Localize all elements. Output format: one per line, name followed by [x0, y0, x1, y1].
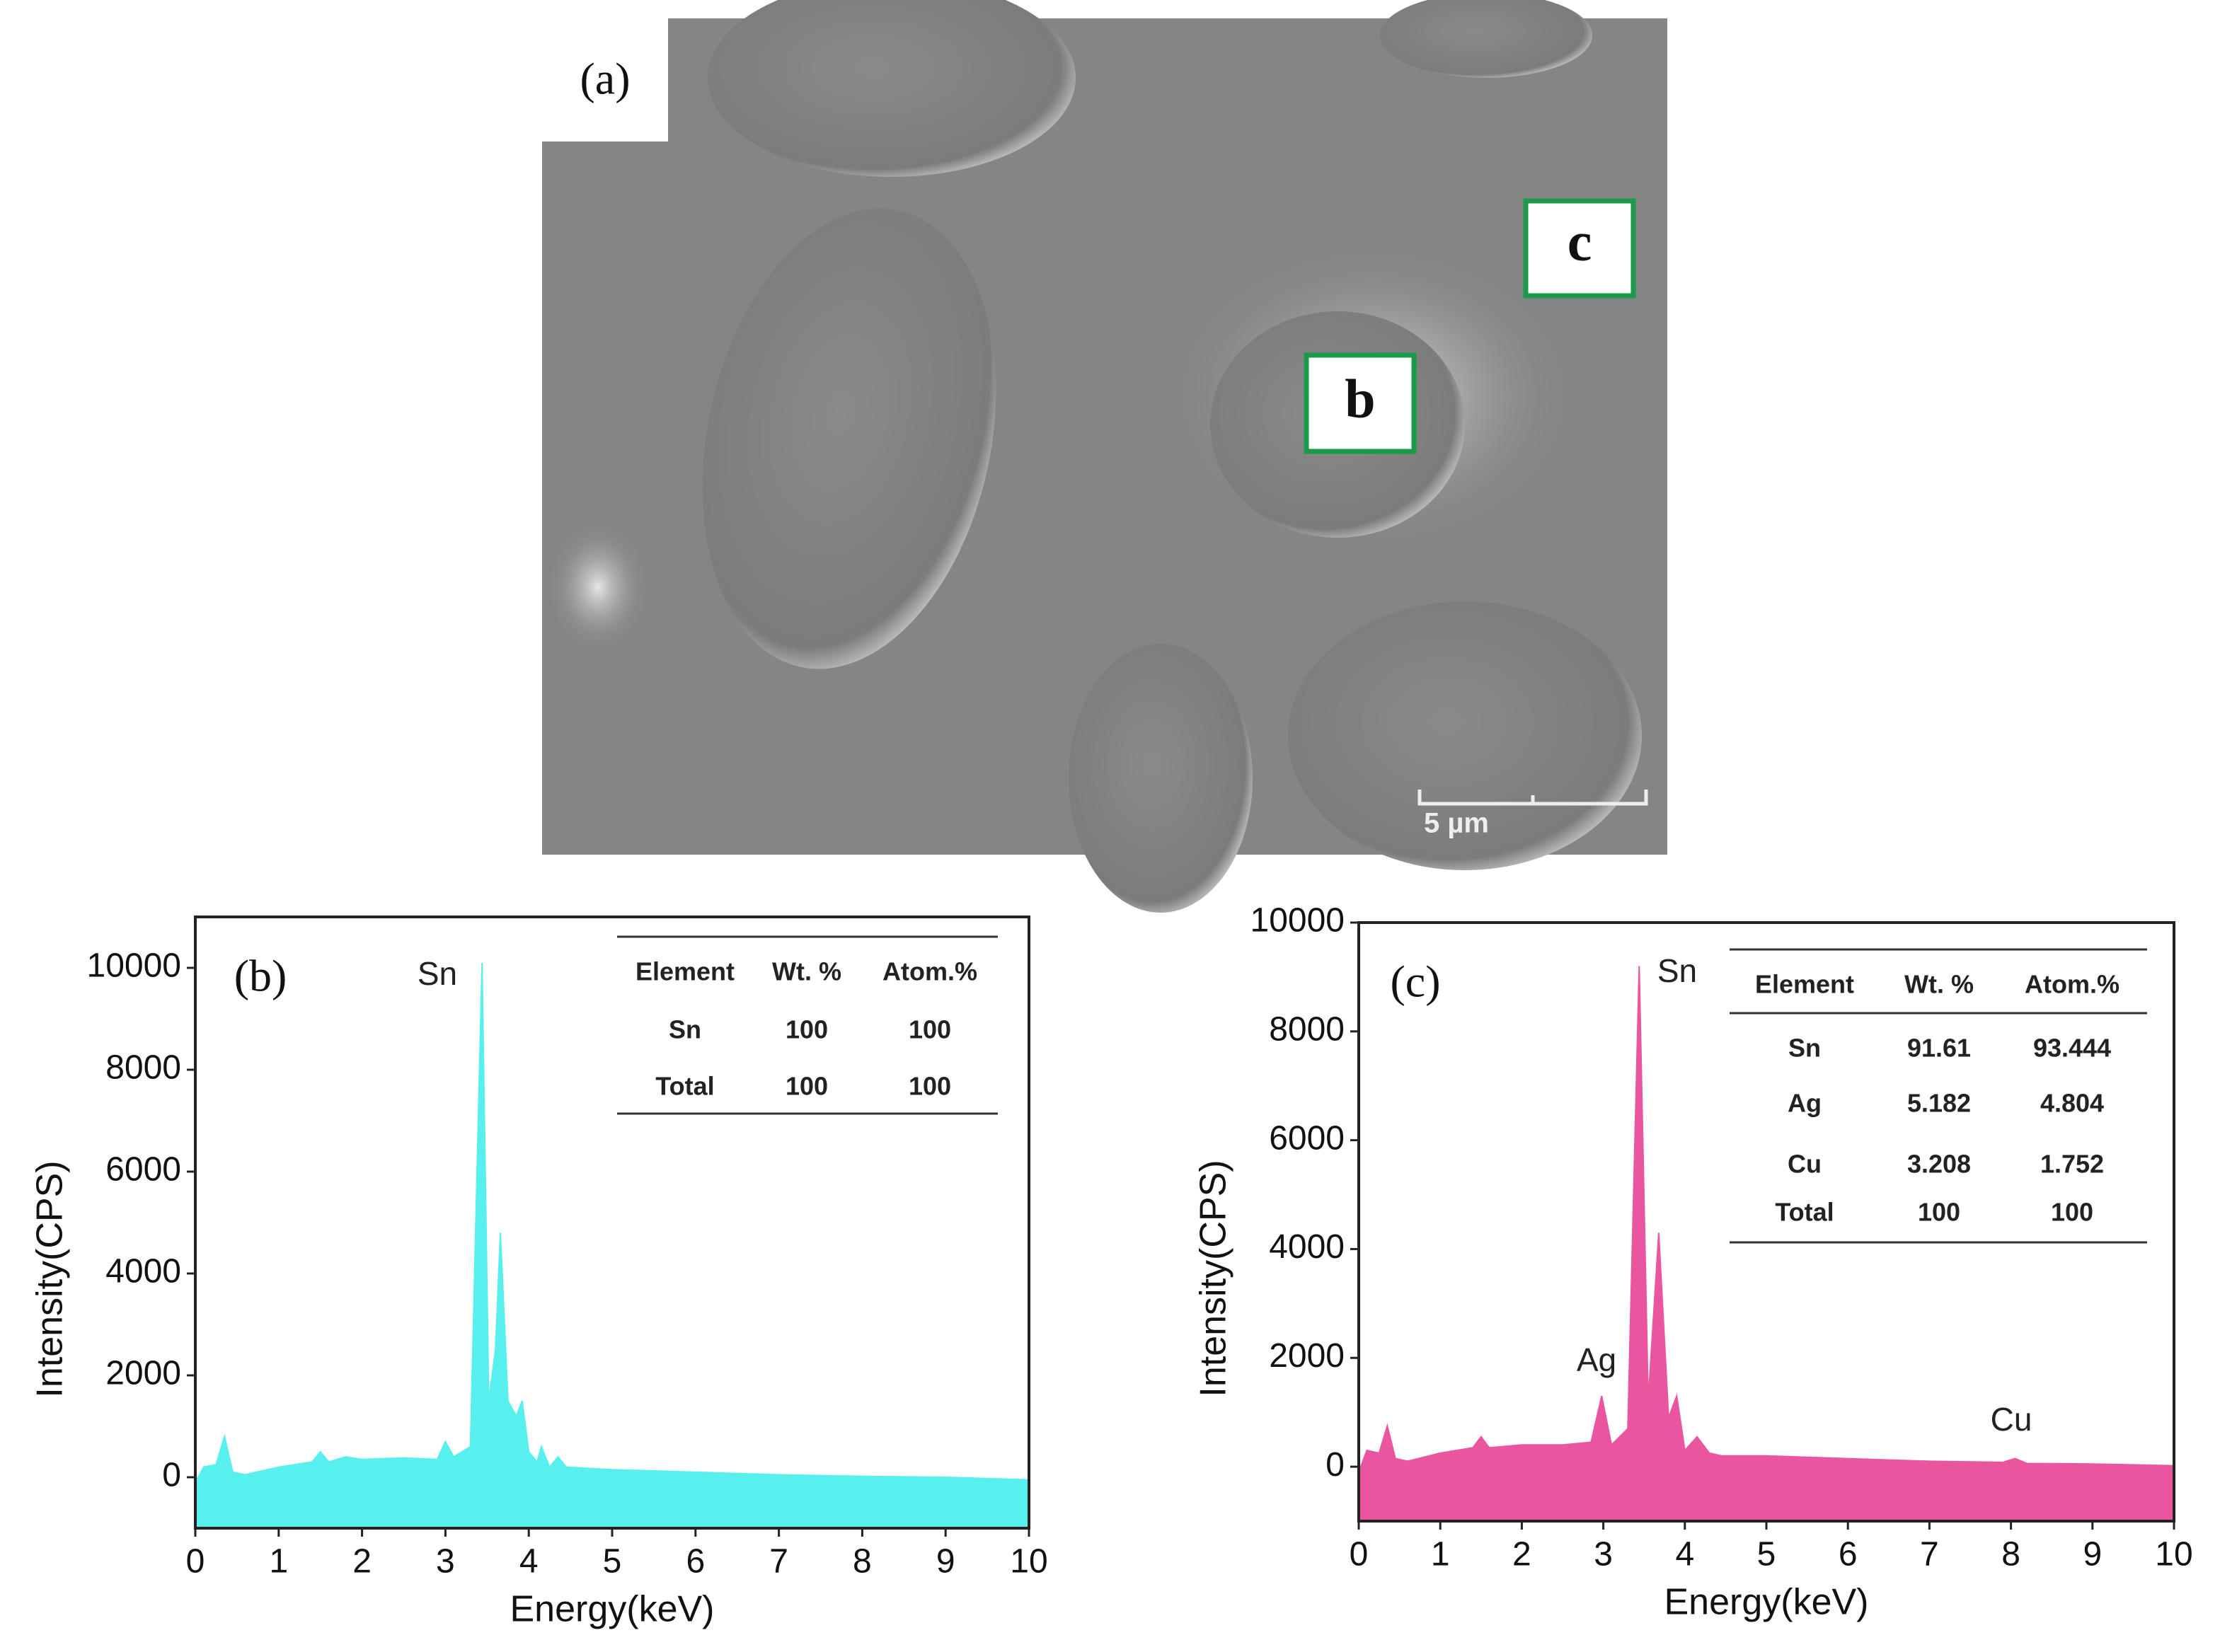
marker-box — [1304, 352, 1417, 454]
x-tick-label: 7 — [1920, 1536, 1939, 1573]
x-tick-label: 9 — [2083, 1536, 2102, 1573]
table-cell: 93.444 — [2033, 1034, 2111, 1063]
y-tick-label: 10000 — [1250, 902, 1345, 940]
y-tick-label: 2000 — [1269, 1337, 1345, 1375]
table-cell: 5.182 — [1907, 1089, 1971, 1118]
table-cell: Sn — [669, 1015, 701, 1044]
table-header: Atom.% — [2025, 970, 2120, 999]
y-tick-label: 6000 — [1269, 1119, 1345, 1157]
x-axis-title: Energy(keV) — [510, 1589, 715, 1630]
table-header: Atom.% — [882, 957, 977, 986]
table-header: Element — [635, 957, 735, 986]
panel-label: (b) — [234, 951, 287, 1001]
x-tick-label: 6 — [686, 1543, 705, 1581]
y-tick-label: 8000 — [1269, 1010, 1345, 1048]
table-cell: 100 — [909, 1015, 951, 1044]
panel-label: (c) — [1390, 957, 1440, 1007]
x-tick-label: 10 — [1010, 1543, 1047, 1581]
x-tick-label: 4 — [519, 1543, 539, 1581]
x-tick-label: 5 — [1757, 1536, 1776, 1573]
sem-grain — [702, 208, 996, 669]
table-header: Element — [1755, 970, 1854, 999]
table-cell: 100 — [909, 1072, 951, 1101]
x-tick-label: 1 — [269, 1543, 288, 1581]
chart: 0 1 2 3 4 5 6 7 8 9 100200040006000800010000Energy… — [30, 915, 1048, 1630]
x-tick-label: 8 — [2001, 1536, 2020, 1573]
table-cell: 91.61 — [1907, 1034, 1971, 1063]
table-cell: 100 — [786, 1072, 828, 1101]
table-header: Wt. % — [772, 957, 841, 986]
y-axis-title: Intensity(CPS) — [30, 1160, 71, 1397]
y-tick-label: 8000 — [105, 1049, 181, 1087]
sem-grain — [1069, 644, 1253, 913]
panel-label-box — [542, 18, 668, 141]
peak-label: Sn — [1657, 952, 1697, 989]
x-tick-label: 2 — [1512, 1536, 1531, 1573]
x-tick-label: 0 — [1350, 1536, 1369, 1573]
x-tick-label: 8 — [853, 1543, 872, 1581]
peak-label: Sn — [418, 955, 457, 992]
x-tick-label: 3 — [436, 1543, 455, 1581]
table-cell: Total — [1775, 1198, 1834, 1227]
table-cell: 100 — [786, 1015, 828, 1044]
x-tick-label: 1 — [1431, 1536, 1450, 1573]
x-tick-label: 5 — [603, 1543, 622, 1581]
y-tick-label: 4000 — [105, 1253, 181, 1290]
plot-frame — [194, 915, 1030, 1530]
x-tick-label: 9 — [936, 1543, 955, 1581]
x-tick-label: 4 — [1675, 1536, 1694, 1573]
y-tick-label: 0 — [162, 1457, 181, 1494]
x-axis-title: Energy(keV) — [1664, 1582, 1869, 1623]
panel-label: (a) — [580, 54, 630, 104]
x-tick-label: 10 — [2155, 1536, 2192, 1573]
chart: 0 1 2 3 4 5 6 7 8 9 100200040006000800010000Energy… — [1193, 902, 2193, 1623]
spectrum-area — [1358, 966, 2175, 1522]
table-cell: 1.752 — [2040, 1150, 2104, 1179]
x-tick-label: 2 — [352, 1543, 372, 1581]
table-cell: 100 — [1918, 1198, 1960, 1227]
scale-bar — [1417, 790, 1648, 806]
peak-label: Ag — [1577, 1341, 1616, 1378]
y-tick-label: 6000 — [105, 1151, 181, 1189]
table-cell: Sn — [1788, 1034, 1821, 1063]
x-tick-label: 6 — [1839, 1536, 1858, 1573]
peak-label: Cu — [1991, 1401, 2032, 1438]
table-header: Wt. % — [1904, 970, 1974, 999]
y-tick-label: 2000 — [105, 1355, 181, 1392]
sem-glow — [548, 524, 648, 651]
x-tick-label: 0 — [186, 1543, 205, 1581]
x-tick-label: 7 — [769, 1543, 788, 1581]
y-tick-label: 10000 — [87, 947, 181, 985]
y-tick-label: 0 — [1325, 1446, 1345, 1484]
table-cell: 4.804 — [2040, 1089, 2104, 1118]
table-cell: Cu — [1788, 1150, 1822, 1179]
y-tick-label: 4000 — [1269, 1228, 1345, 1266]
x-tick-label: 3 — [1594, 1536, 1613, 1573]
sem-image: (a) b c 5 µm — [542, 0, 1667, 913]
sem-grain — [708, 0, 1076, 177]
marker-label: b — [1345, 368, 1375, 429]
table-cell: 3.208 — [1907, 1150, 1971, 1179]
spectrum-area — [195, 962, 1030, 1529]
sem-grain — [1380, 0, 1592, 78]
table-cell: Ag — [1788, 1089, 1822, 1118]
table-cell: Total — [655, 1072, 714, 1101]
marker-label: c — [1568, 211, 1592, 272]
marker-box — [1523, 198, 1636, 299]
y-axis-title: Intensity(CPS) — [1193, 1160, 1234, 1397]
table-cell: 100 — [2051, 1198, 2093, 1227]
scale-bar-label: 5 µm — [1424, 808, 1489, 839]
